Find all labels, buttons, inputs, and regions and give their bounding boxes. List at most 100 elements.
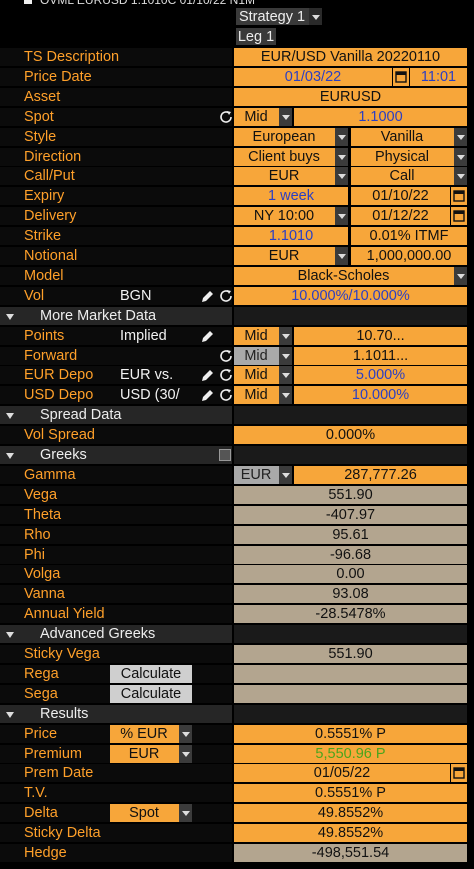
value-field-text: -96.68 [329,547,372,563]
value-field[interactable]: 1.1010 [234,227,348,245]
source-dropdown-text: EUR [128,746,160,762]
value-field[interactable]: 1.1011... [294,347,467,365]
source-dropdown-text: % EUR [120,726,168,742]
value-field-text: EUR/USD Vanilla 20220110 [260,49,441,65]
value-field[interactable]: Mid [234,366,292,384]
calendar-icon[interactable] [451,187,467,209]
source-label: EUR vs. [120,366,190,384]
field-label-text: Hedge [24,845,67,861]
value-field[interactable]: Mid [234,386,292,404]
value-field[interactable]: EUR [234,466,292,484]
value-field[interactable]: Black-Scholes [234,267,467,285]
field-label-text: Forward [24,348,78,364]
calendar-icon[interactable] [393,68,409,90]
value-field[interactable]: 0.01% ITMF [351,227,467,245]
dropdown-arrow [279,327,292,345]
section-header[interactable]: Results [0,705,232,723]
value-field-text: Client buys [248,149,320,165]
value-field[interactable]: EUR [234,167,348,185]
section-header[interactable]: More Market Data [0,307,232,325]
calculate-button-text: Calculate [120,686,182,702]
calendar-icon[interactable] [451,764,467,786]
refresh-icon[interactable] [218,108,234,130]
value-field-text: 287,777.26 [344,467,417,483]
refresh-icon-svg [220,350,232,362]
checkbox[interactable] [219,449,231,461]
value-field-text: 01/03/22 [284,69,342,85]
edit-icon[interactable] [199,287,215,309]
value-field[interactable]: EUR/USD Vanilla 20220110 [234,48,467,66]
calculate-button-text: Calculate [120,666,182,682]
value-field[interactable]: 01/12/22 [351,207,450,225]
dropdown-arrow [335,247,348,265]
value-field[interactable]: 11:01 [410,68,467,86]
value-field: 95.61 [234,526,467,544]
value-field[interactable]: Client buys [234,148,348,166]
dropdown-arrow [279,466,292,484]
value-field-text: Vanilla [380,129,424,145]
value-field[interactable]: 5.000% [294,366,467,384]
value-field[interactable]: 10.000% [294,386,467,404]
value-field[interactable]: 287,777.26 [294,466,467,484]
value-field[interactable]: 01/05/22 [234,764,450,782]
value-field[interactable]: Mid [234,327,292,345]
value-field[interactable]: 0.000% [234,426,467,444]
calculate-button[interactable]: Calculate [110,665,192,683]
field-label: Vol Spread [0,426,232,444]
section-header-text: Greeks [40,447,87,463]
section-header-text: Advanced Greeks [40,626,156,642]
value-field[interactable]: Mid [234,108,292,126]
edit-icon[interactable] [199,386,215,408]
value-field[interactable]: 10.70... [294,327,467,345]
value-field-text: Mid [244,109,268,125]
value-field[interactable]: 0.5551% P [234,725,467,743]
source-label: BGN [120,287,190,305]
value-field[interactable]: 01/03/22 [234,68,392,86]
value-field[interactable]: 0.5551% P [234,784,467,802]
leg-tab[interactable]: Leg 1 [236,28,276,45]
value-field[interactable]: EURUSD [234,88,467,106]
section-header-text: More Market Data [40,308,157,324]
source-dropdown[interactable]: EUR [110,745,192,763]
section-header[interactable]: Greeks [0,446,232,464]
refresh-icon[interactable] [218,386,234,408]
edit-icon[interactable] [199,327,215,349]
field-label: Strike [0,227,232,245]
value-field [234,685,467,703]
value-field[interactable]: EUR [234,247,348,265]
strategy-dropdown[interactable]: Strategy 1 [236,8,322,25]
field-label: Spot [0,108,232,126]
value-field[interactable]: 1.1000 [294,108,467,126]
value-field[interactable]: Physical [351,148,467,166]
calendar-icon[interactable] [451,207,467,229]
section-header[interactable]: Advanced Greeks [0,625,232,643]
calculate-button[interactable]: Calculate [110,685,192,703]
value-field[interactable]: 49.8552% [234,804,467,822]
value-field[interactable]: Call [351,167,467,185]
value-field[interactable]: European [234,128,348,146]
field-label-text: Gamma [24,467,76,483]
dropdown-arrow [279,366,292,384]
field-label-text: Vega [24,487,58,503]
value-field[interactable]: 10.000%/10.000% [234,287,467,305]
value-field[interactable]: Mid [234,347,292,365]
value-field[interactable]: Vanilla [351,128,467,146]
source-dropdown[interactable]: Spot [110,804,192,822]
refresh-icon[interactable] [218,366,234,388]
source-label: USD (30/ [120,386,190,404]
edit-icon[interactable] [199,366,215,388]
value-field[interactable]: 5,550.96 P [234,745,467,763]
section-header[interactable]: Spread Data [0,406,232,424]
value-field[interactable]: 49.8552% [234,824,467,842]
value-field[interactable]: NY 10:00 [234,207,348,225]
value-field[interactable]: 1 week [234,187,348,205]
field-label: Phi [0,546,232,564]
refresh-icon[interactable] [218,287,234,309]
value-field[interactable]: 1,000,000.00 [351,247,467,265]
value-field-text: NY 10:00 [253,208,315,224]
refresh-icon[interactable] [218,347,234,369]
value-field-text: -498,551.54 [311,845,390,861]
source-dropdown[interactable]: % EUR [110,725,192,743]
field-label-text: Annual Yield [24,606,105,622]
value-field[interactable]: 01/10/22 [351,187,450,205]
